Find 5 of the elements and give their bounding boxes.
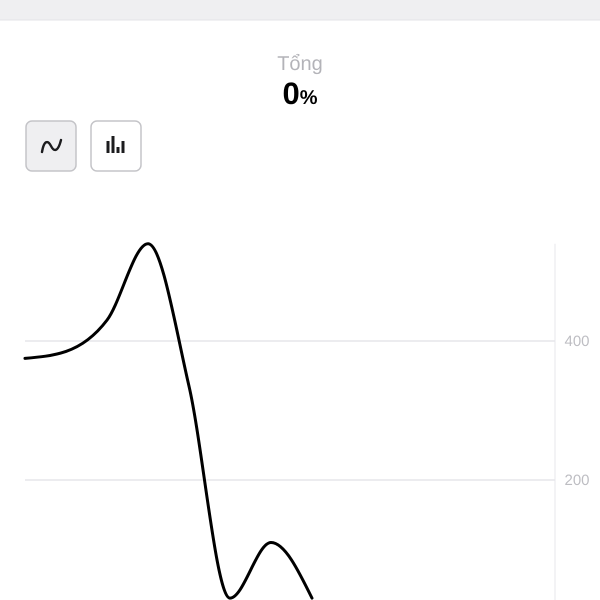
chart-subtitle: 0% — [282, 76, 318, 111]
chart-title: Tổng — [277, 53, 323, 75]
y-tick-label: 400 — [564, 333, 590, 350]
y-tick-label: 200 — [564, 472, 590, 490]
line-series — [24, 242, 314, 600]
